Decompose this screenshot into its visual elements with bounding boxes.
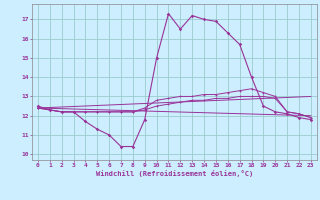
X-axis label: Windchill (Refroidissement éolien,°C): Windchill (Refroidissement éolien,°C) xyxy=(96,170,253,177)
